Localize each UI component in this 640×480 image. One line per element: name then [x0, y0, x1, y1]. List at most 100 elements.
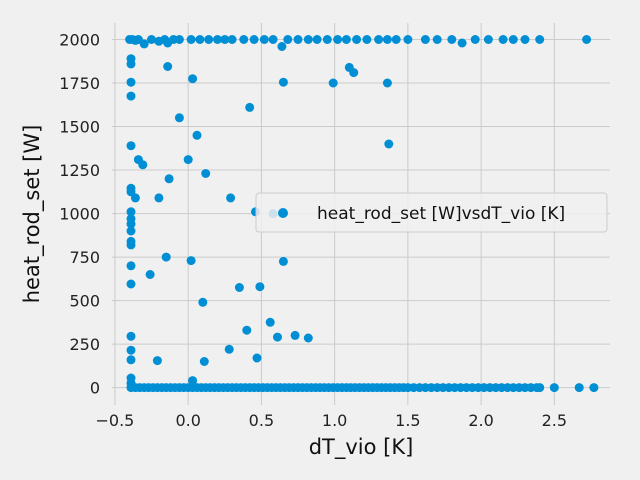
data-point	[186, 256, 196, 266]
data-point	[224, 344, 234, 354]
data-point	[126, 240, 136, 250]
data-point	[126, 226, 136, 236]
data-point	[352, 35, 362, 44]
data-point	[234, 283, 244, 292]
data-point	[188, 376, 198, 386]
data-point	[278, 256, 288, 266]
data-point	[520, 35, 530, 44]
data-point	[349, 68, 359, 78]
data-point	[126, 59, 136, 69]
y-tick-label: 1250	[59, 161, 100, 180]
data-point	[420, 35, 430, 44]
data-point	[362, 35, 372, 44]
y-tick-label: 1000	[59, 205, 100, 224]
data-point	[186, 35, 196, 44]
data-point	[198, 297, 208, 307]
data-point	[589, 383, 599, 393]
data-point	[154, 193, 164, 203]
data-point	[192, 130, 202, 140]
data-point	[328, 78, 338, 88]
data-point	[188, 74, 198, 84]
data-point	[498, 35, 508, 44]
x-tick-labels: −0.5 0.0 0.5 1.0 1.5 2.0 2.5	[95, 411, 567, 430]
data-point	[138, 160, 148, 170]
data-point	[249, 35, 259, 44]
data-point	[126, 355, 136, 365]
data-point	[213, 35, 222, 44]
data-point	[259, 35, 269, 44]
data-point	[382, 35, 392, 44]
data-point	[293, 35, 303, 44]
legend-marker	[278, 208, 288, 218]
data-point	[391, 35, 401, 44]
data-point	[199, 357, 209, 366]
data-point	[161, 252, 171, 262]
x-tick-label: 2.5	[542, 411, 567, 430]
y-tick-labels: 0 250 500 750 1000 1250 1500 1750 2000	[59, 31, 100, 398]
legend-box	[255, 192, 608, 233]
y-tick-label: 1750	[59, 74, 100, 93]
x-tick-label: −0.5	[95, 411, 134, 430]
data-point	[220, 35, 230, 44]
x-tick-label: 2.0	[468, 411, 493, 430]
y-tick-label: 1500	[59, 118, 100, 137]
data-point	[283, 35, 293, 44]
data-point	[341, 35, 351, 44]
data-point	[508, 35, 518, 44]
data-point	[126, 345, 136, 355]
data-point	[273, 332, 282, 342]
data-point	[303, 35, 313, 44]
data-point	[163, 62, 173, 71]
data-point	[126, 77, 136, 87]
data-point	[268, 35, 278, 44]
legend: heat_rod_set [W]vsdT_vio [K]	[255, 192, 608, 233]
data-point	[535, 35, 545, 44]
data-point	[183, 155, 193, 165]
data-point	[126, 91, 136, 101]
data-point	[145, 270, 155, 279]
y-tick-label: 2000	[59, 31, 100, 50]
data-point	[483, 35, 493, 44]
data-point	[174, 113, 184, 123]
y-tick-label: 500	[69, 292, 100, 311]
x-tick-label: 1.5	[395, 411, 420, 430]
data-point	[549, 383, 559, 393]
data-point	[242, 325, 252, 335]
data-point	[535, 383, 545, 393]
data-point	[226, 193, 236, 203]
data-point	[126, 219, 136, 229]
data-point	[432, 35, 442, 44]
data-point	[139, 39, 149, 49]
data-point	[130, 193, 140, 203]
data-point	[255, 282, 265, 292]
x-tick-label: 0.5	[249, 411, 274, 430]
data-point	[574, 383, 584, 393]
data-point	[126, 331, 136, 341]
data-point	[303, 333, 313, 343]
data-point	[147, 35, 156, 44]
data-point	[126, 141, 136, 151]
data-point	[290, 330, 300, 340]
data-point	[582, 35, 592, 44]
y-axis-label: heat_rod_set [W]	[20, 125, 45, 304]
legend-series-name: heat_rod_set [W]vsdT_vio [K]	[317, 204, 565, 224]
y-tick-label: 750	[69, 248, 100, 267]
data-point	[227, 35, 237, 44]
data-point	[403, 35, 413, 44]
data-point	[382, 78, 392, 88]
data-point	[245, 102, 255, 112]
data-point	[126, 207, 136, 217]
data-point	[239, 35, 249, 44]
data-point	[333, 35, 343, 44]
x-tick-label: 0.0	[175, 411, 200, 430]
data-point	[126, 261, 136, 271]
data-point	[174, 35, 184, 44]
y-tick-label: 0	[90, 379, 100, 398]
data-point	[278, 77, 288, 87]
data-point	[126, 279, 136, 289]
data-point	[277, 42, 287, 51]
data-point	[252, 353, 262, 363]
data-point	[384, 139, 394, 149]
